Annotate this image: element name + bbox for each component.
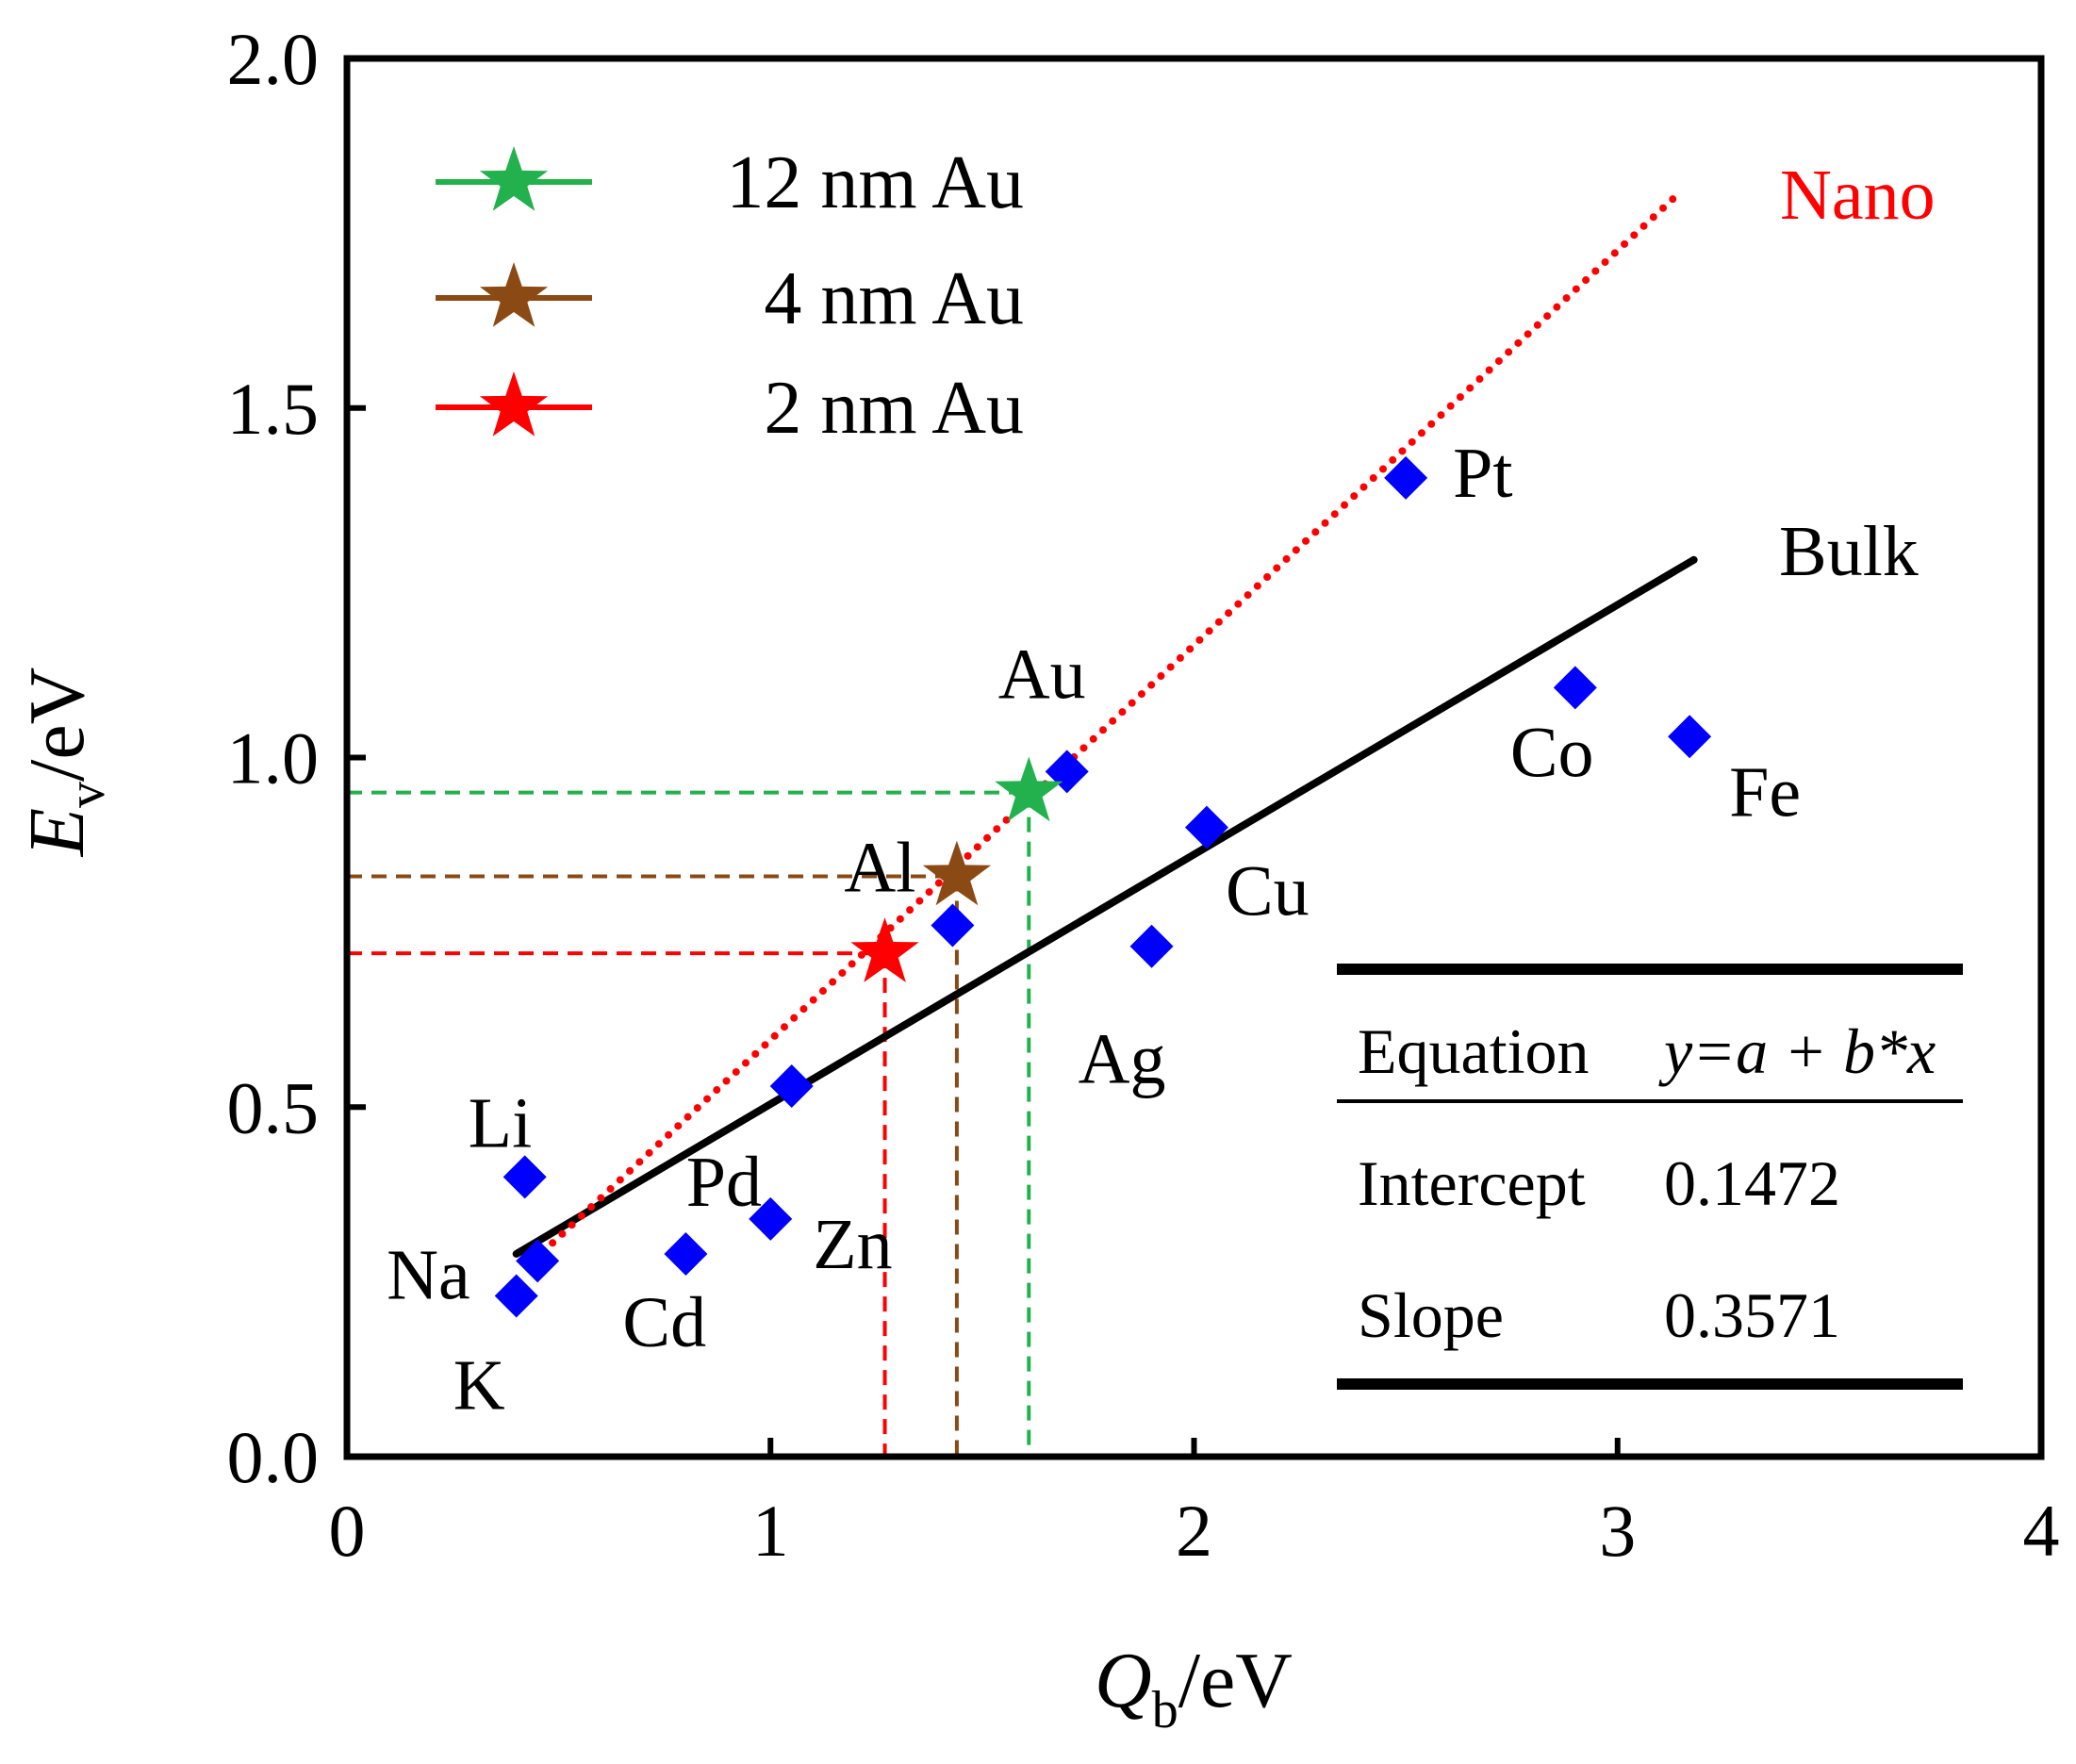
point-label-li: Li bbox=[469, 1083, 533, 1162]
axis-ticks: 0 1 2 3 4 0.0 0.5 1.0 1.5 2.0 bbox=[227, 18, 2060, 1572]
point-label-k: K bbox=[453, 1345, 505, 1425]
point-label-na: Na bbox=[387, 1235, 470, 1314]
legend-label: 12 nm Au bbox=[726, 141, 1024, 224]
legend-star bbox=[479, 371, 549, 437]
star-marker bbox=[850, 917, 919, 982]
y-tick-label: 1.5 bbox=[227, 368, 320, 450]
x-tick-label: 4 bbox=[2023, 1490, 2060, 1572]
point-label-pd: Pd bbox=[686, 1143, 762, 1222]
legend-star bbox=[479, 146, 549, 211]
stats-equation-label: Equation bbox=[1358, 1015, 1590, 1087]
data-point-pd bbox=[769, 1064, 814, 1109]
au-stars bbox=[850, 756, 1063, 982]
y-tick-label: 1.0 bbox=[227, 717, 320, 800]
nano-fit-line bbox=[529, 187, 1686, 1265]
point-label-pt: Pt bbox=[1453, 434, 1512, 513]
x-tick-label: 1 bbox=[752, 1490, 789, 1572]
point-label-zn: Zn bbox=[813, 1205, 892, 1284]
stats-equation-value: y=a + b*x bbox=[1658, 1015, 1936, 1087]
legend-label: 4 nm Au bbox=[764, 257, 1024, 340]
bulk-label: Bulk bbox=[1779, 512, 1919, 591]
data-point-fe bbox=[1668, 715, 1712, 759]
stats-table: Equation y=a + b*x Intercept 0.1472 Slope 0.3… bbox=[1337, 964, 1963, 1390]
point-labels: Li Na K Cd Zn Pd Al Au Ag Cu Pt Co Fe Bulk Nano bbox=[387, 156, 1935, 1425]
point-label-cd: Cd bbox=[622, 1283, 706, 1362]
point-label-co: Co bbox=[1510, 713, 1594, 792]
x-tick-label: 0 bbox=[329, 1490, 366, 1572]
stats-intercept-value: 0.1472 bbox=[1664, 1147, 1840, 1219]
data-point-co bbox=[1553, 666, 1597, 710]
stats-slope-label: Slope bbox=[1358, 1279, 1504, 1351]
point-label-fe: Fe bbox=[1729, 752, 1801, 832]
x-tick-label: 3 bbox=[1599, 1490, 1636, 1572]
legend: 12 nm Au 4 nm Au 2 nm Au bbox=[436, 141, 1024, 450]
star-marker bbox=[995, 756, 1063, 822]
legend-star bbox=[479, 262, 549, 327]
data-point-al bbox=[931, 903, 975, 948]
data-point-k bbox=[494, 1274, 538, 1318]
y-tick-label: 0.0 bbox=[227, 1416, 320, 1498]
data-point-ag bbox=[1129, 924, 1174, 968]
fit-lines bbox=[512, 187, 1698, 1265]
axis-titles: Qb/eV Ev/eV bbox=[13, 668, 1293, 1739]
point-label-ag: Ag bbox=[1079, 1020, 1166, 1099]
data-point-cu bbox=[1184, 805, 1228, 849]
data-point-pt bbox=[1384, 455, 1428, 500]
data-point-na bbox=[516, 1239, 560, 1283]
stats-intercept-label: Intercept bbox=[1358, 1147, 1586, 1219]
data-point-zn bbox=[749, 1196, 793, 1241]
y-tick-label: 0.5 bbox=[227, 1066, 320, 1148]
stats-slope-value: 0.3571 bbox=[1664, 1279, 1840, 1351]
nano-label: Nano bbox=[1780, 156, 1936, 235]
data-point-li bbox=[503, 1155, 547, 1199]
star-marker bbox=[922, 840, 992, 906]
x-axis-title: Qb/eV bbox=[1095, 1637, 1293, 1739]
point-label-au: Au bbox=[998, 635, 1086, 714]
data-points bbox=[494, 455, 1712, 1318]
data-point-cd bbox=[664, 1231, 708, 1276]
bulk-fit-line bbox=[512, 555, 1698, 1258]
point-label-al: Al bbox=[844, 828, 915, 907]
legend-label: 2 nm Au bbox=[764, 367, 1024, 450]
y-tick-label: 2.0 bbox=[227, 18, 320, 100]
y-axis-title: Ev/eV bbox=[13, 668, 116, 858]
x-tick-label: 2 bbox=[1176, 1490, 1212, 1572]
point-label-cu: Cu bbox=[1226, 852, 1310, 931]
